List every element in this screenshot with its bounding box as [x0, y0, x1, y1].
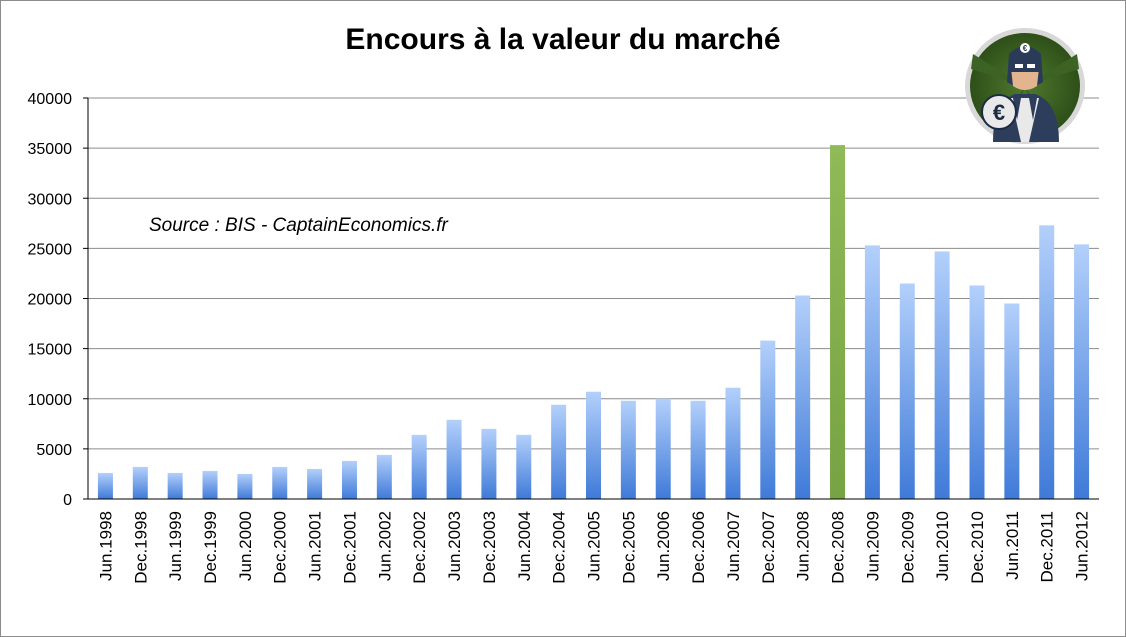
- y-tick-label: 10000: [28, 392, 73, 409]
- x-tick-label: Jun.2012: [1073, 511, 1092, 581]
- x-tick-label: Jun.2005: [585, 511, 604, 581]
- x-tick-label: Dec.1998: [131, 511, 150, 584]
- x-tick-label: Dec.2008: [829, 511, 848, 584]
- x-tick-label: Jun.2011: [1003, 511, 1022, 580]
- x-tick-label: Dec.2004: [550, 511, 569, 584]
- x-tick-label: Dec.2005: [619, 511, 638, 584]
- bar: [481, 428, 497, 499]
- y-tick-label: 0: [63, 492, 72, 509]
- x-tick-label: Jun.2003: [445, 511, 464, 581]
- bar: [551, 404, 567, 499]
- x-tick-label: Jun.2010: [933, 511, 952, 581]
- bar: [446, 419, 462, 499]
- bar: [934, 251, 950, 499]
- bar: [586, 391, 601, 499]
- y-tick-label: 20000: [28, 292, 73, 309]
- y-tick-label: 15000: [28, 342, 73, 359]
- x-tick-label: Jun.2007: [724, 511, 743, 581]
- bar: [620, 400, 636, 499]
- x-tick-label: Jun.2006: [654, 511, 673, 581]
- bar: [795, 295, 811, 499]
- y-tick-label: 25000: [28, 241, 73, 258]
- captain-economics-logo-icon: € €: [965, 28, 1085, 144]
- bar: [655, 398, 671, 499]
- x-tick-label: Dec.2000: [271, 511, 290, 584]
- bar: [132, 466, 148, 499]
- x-tick-label: Dec.1999: [201, 511, 220, 584]
- x-tick-label: Jun.1999: [166, 511, 185, 581]
- x-tick-label: Jun.2008: [794, 511, 813, 581]
- x-tick-label: Jun.2000: [236, 511, 255, 581]
- bar: [760, 340, 776, 499]
- svg-text:€: €: [1023, 44, 1028, 53]
- bar: [690, 400, 706, 499]
- x-tick-label: Dec.2003: [480, 511, 499, 584]
- bar: [307, 468, 323, 499]
- chart-title: Encours à la valeur du marché: [345, 23, 781, 56]
- x-tick-label: Dec.2001: [340, 511, 359, 584]
- bar: [969, 285, 985, 499]
- svg-text:€: €: [993, 100, 1005, 125]
- y-tick-label: 35000: [28, 141, 73, 158]
- x-tick-label: Dec.2007: [759, 511, 778, 584]
- bar: [725, 387, 741, 499]
- x-tick-label: Jun.1998: [96, 511, 115, 581]
- source-annotation: Source : BIS - CaptainEconomics.fr: [149, 215, 448, 236]
- x-tick-label: Dec.2010: [968, 511, 987, 584]
- x-tick-label: Dec.2009: [898, 511, 917, 584]
- x-tick-label: Dec.2002: [410, 511, 429, 584]
- bar: [899, 283, 915, 499]
- x-tick-label: Dec.2006: [689, 511, 708, 584]
- bar: [237, 473, 253, 499]
- bar: [167, 472, 183, 499]
- bar-highlight: [830, 145, 846, 499]
- bar: [272, 466, 288, 499]
- y-tick-label: 30000: [28, 191, 73, 208]
- x-tick-label: Jun.2004: [515, 511, 534, 581]
- bar: [1039, 225, 1055, 499]
- x-tick-label: Jun.2009: [863, 511, 882, 581]
- y-tick-label: 5000: [36, 442, 72, 459]
- bar: [376, 454, 392, 499]
- y-tick-label: 40000: [28, 91, 73, 108]
- bar: [516, 434, 532, 499]
- bar: [202, 470, 218, 499]
- x-tick-label: Jun.2001: [306, 511, 325, 581]
- bar: [97, 472, 113, 499]
- x-tick-label: Jun.2002: [375, 511, 394, 581]
- bar: [411, 434, 427, 499]
- x-tick-label: Dec.2011: [1038, 511, 1057, 583]
- bar: [1074, 244, 1090, 499]
- bar: [341, 460, 357, 499]
- bar: [864, 245, 880, 499]
- bar: [1004, 303, 1020, 499]
